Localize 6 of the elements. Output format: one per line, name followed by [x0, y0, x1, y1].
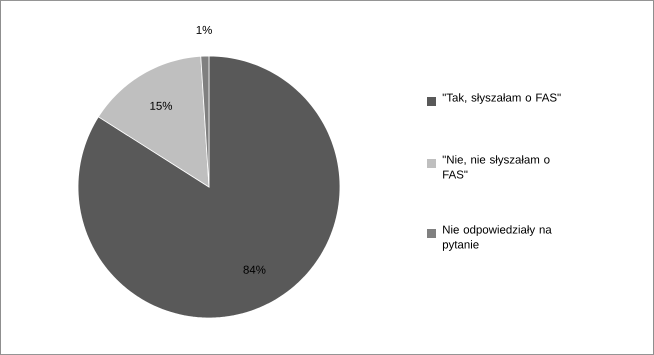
legend-label: Nie odpowiedziały na pytanie [442, 225, 552, 251]
legend-label: "Tak, słyszałam o FAS" [442, 93, 561, 104]
data-label: 1% [196, 26, 212, 34]
data-label: 15% [150, 102, 172, 110]
legend-label: "Nie, nie słyszałam o FAS" [442, 155, 550, 179]
data-label: 84% [243, 266, 266, 274]
